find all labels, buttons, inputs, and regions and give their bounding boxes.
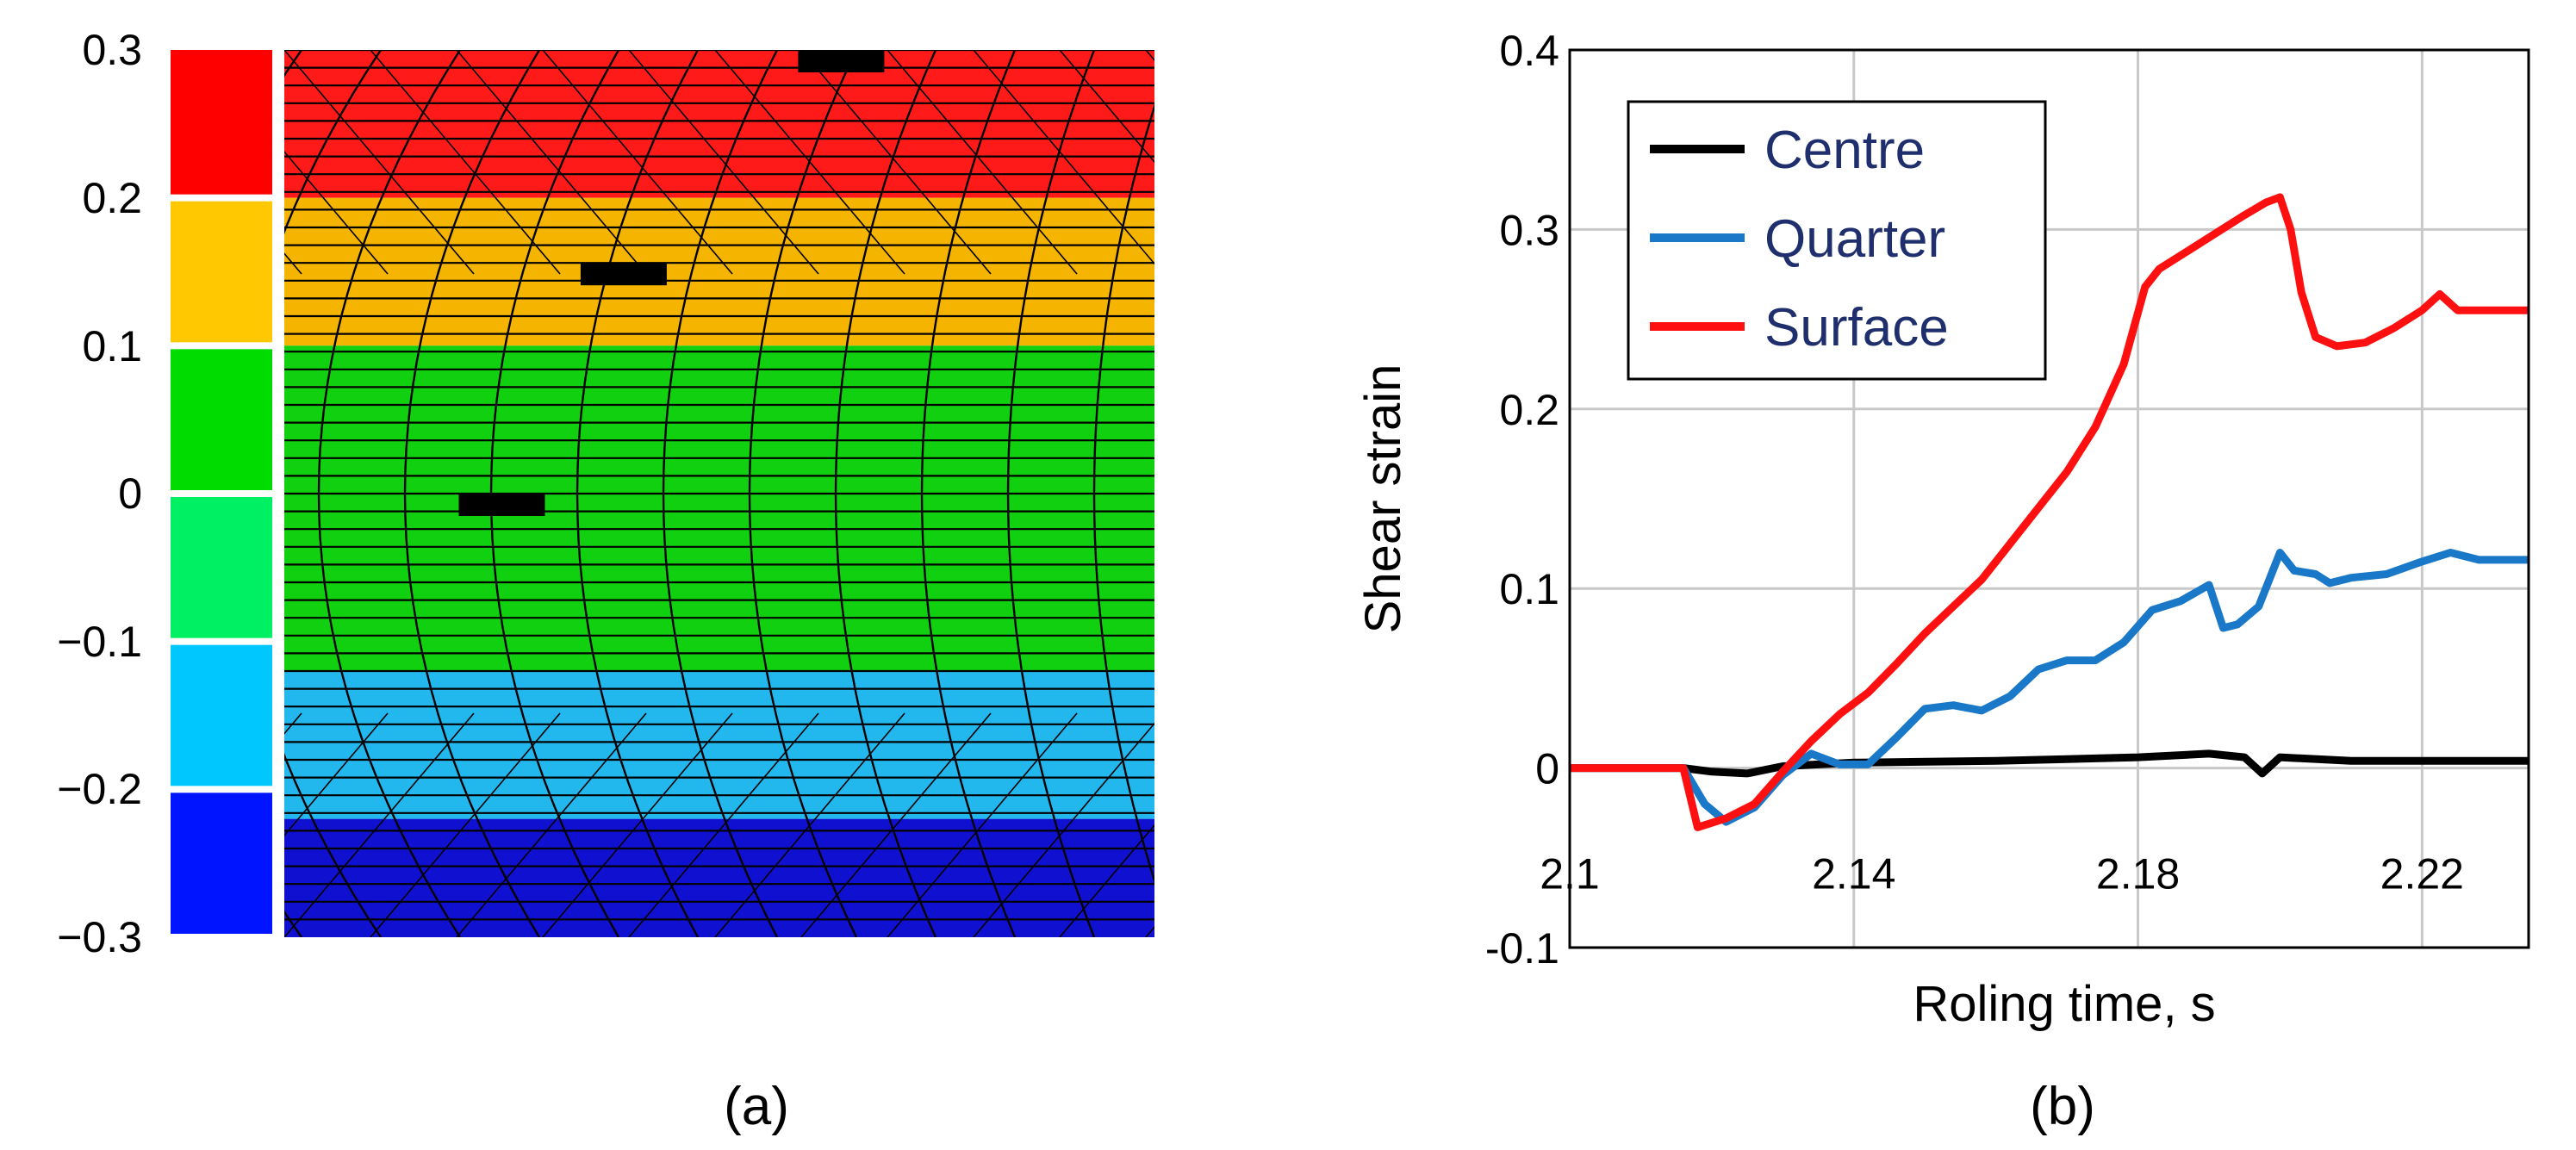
mesh-shear-line-bottom bbox=[370, 712, 561, 937]
mesh-band bbox=[284, 50, 1154, 198]
colorbar-block bbox=[171, 201, 272, 343]
mesh-arc-line bbox=[284, 50, 383, 937]
colorbar-tick: 0.2 bbox=[82, 174, 142, 222]
mesh-shear-line-top bbox=[800, 50, 992, 275]
x-tick-label: 2.22 bbox=[2380, 850, 2464, 898]
x-axis-label: Roling time, s bbox=[1913, 976, 2215, 1032]
colorbar-tick: −0.3 bbox=[57, 913, 142, 961]
mesh-shear-line-bottom bbox=[714, 712, 905, 937]
panel-a-label: (a) bbox=[724, 1077, 789, 1136]
mesh-shear-line-bottom bbox=[887, 712, 1078, 937]
mesh-band bbox=[284, 818, 1154, 937]
colorbar-block bbox=[171, 644, 272, 786]
mesh-arc-line bbox=[1006, 50, 1096, 937]
mesh-shear-line-bottom bbox=[1232, 713, 1422, 937]
y-tick-label: 0.1 bbox=[1499, 565, 1559, 613]
panel-a-mesh-strain-map: 0.3 0.2 0.1 0 −0.1 −0.2 −0.3 (a) bbox=[0, 26, 1594, 1136]
series-line-surface bbox=[1570, 193, 2529, 831]
mesh-band bbox=[284, 671, 1154, 819]
mesh-shear-line-top bbox=[1059, 50, 1154, 164]
y-tick-label: 0.4 bbox=[1499, 27, 1559, 75]
mesh-band bbox=[284, 197, 1154, 346]
colorbar-tick: −0.1 bbox=[57, 618, 142, 666]
mesh-arc-line bbox=[403, 50, 541, 937]
series-line-centre bbox=[1570, 749, 2529, 778]
panel-b-shear-strain-chart: 0.4 0.3 0.2 0.1 0 -0.1 2.1 2.14 2.18 2.22 Shear … bbox=[1355, 27, 2530, 1136]
mesh-shear-line-bottom bbox=[1059, 824, 1154, 937]
mesh-shear-line-top bbox=[973, 50, 1154, 265]
mesh-arc-line bbox=[748, 50, 858, 937]
mesh-shear-line-bottom bbox=[1145, 925, 1154, 937]
legend-label-surface: Surface bbox=[1764, 298, 1949, 357]
y-tick-label: 0.2 bbox=[1499, 386, 1559, 434]
mesh-shear-line-bottom bbox=[456, 712, 647, 937]
colorbar-tick: 0 bbox=[118, 469, 142, 518]
series-line-quarter bbox=[1570, 549, 2529, 826]
mesh-shear-line-top bbox=[542, 50, 733, 275]
tracked-element-marker bbox=[798, 50, 885, 72]
y-tick-label: 0.3 bbox=[1499, 206, 1559, 254]
colorbar-block bbox=[171, 793, 272, 934]
mesh-shear-line-bottom bbox=[1318, 713, 1508, 937]
mesh-shear-line-bottom bbox=[1404, 713, 1594, 937]
mesh-shear-line-bottom bbox=[0, 713, 43, 937]
series-lines bbox=[1570, 193, 2529, 831]
mesh-shear-line-top bbox=[456, 50, 647, 275]
tracked-element-marker bbox=[580, 263, 667, 286]
x-tick-label: 2.14 bbox=[1812, 850, 1895, 898]
mesh-shear-line-bottom bbox=[973, 722, 1154, 937]
mesh-shear-line-bottom bbox=[284, 712, 475, 937]
mesh-arc-line bbox=[1092, 103, 1154, 885]
mesh-shear-line-top bbox=[628, 50, 819, 275]
mesh-shear-line-bottom bbox=[284, 712, 389, 837]
legend: Centre Quarter Surface bbox=[1627, 100, 2047, 381]
mesh-shear-line-top bbox=[284, 50, 475, 275]
colorbar-tick: 0.3 bbox=[82, 26, 142, 74]
mesh-shear-line-top bbox=[370, 50, 561, 275]
x-tick-label: 2.18 bbox=[2096, 850, 2180, 898]
mesh-shear-line-top bbox=[1318, 50, 1508, 274]
plot-frame bbox=[1568, 48, 2530, 949]
mesh-shear-line-top bbox=[284, 150, 389, 275]
mesh-shear-line-bottom bbox=[542, 712, 733, 937]
colorbar-tick: −0.2 bbox=[57, 765, 142, 813]
mesh-arc-line bbox=[317, 50, 462, 937]
mesh-shear-line-top bbox=[714, 50, 905, 275]
mesh-arc-line bbox=[834, 50, 937, 937]
mesh-shear-line-top bbox=[887, 50, 1078, 275]
mesh-shear-line-bottom bbox=[800, 712, 992, 937]
y-axis-label: Shear strain bbox=[1355, 364, 1411, 634]
mesh-plot bbox=[0, 50, 1594, 937]
mesh-shear-line-top bbox=[1145, 50, 1154, 62]
mesh-arc-line bbox=[920, 50, 1017, 937]
mesh-shear-line-top bbox=[0, 50, 43, 274]
panel-b-label: (b) bbox=[2030, 1077, 2095, 1136]
colorbar-tick-labels: 0.3 0.2 0.1 0 −0.1 −0.2 −0.3 bbox=[57, 26, 142, 961]
y-tick-label: 0 bbox=[1535, 745, 1559, 793]
tracked-element-marker bbox=[458, 494, 545, 516]
colorbar-block bbox=[171, 349, 272, 490]
mesh-arc-line bbox=[576, 50, 700, 937]
x-tick-label: 2.1 bbox=[1540, 850, 1600, 898]
colorbar-block bbox=[171, 497, 272, 638]
y-tick-label: -0.1 bbox=[1485, 924, 1559, 973]
mesh-shear-line-top bbox=[0, 50, 129, 274]
mesh-shear-line-bottom bbox=[0, 713, 129, 937]
legend-label-quarter: Quarter bbox=[1764, 209, 1945, 269]
colorbar bbox=[171, 50, 272, 934]
mesh-arc-line bbox=[662, 50, 779, 937]
legend-label-centre: Centre bbox=[1764, 121, 1925, 180]
colorbar-tick: 0.1 bbox=[82, 322, 142, 370]
y-tick-labels: 0.4 0.3 0.2 0.1 0 -0.1 bbox=[1485, 27, 1559, 973]
mesh-band bbox=[284, 345, 1154, 671]
colorbar-block bbox=[171, 50, 272, 195]
mesh-shear-line-top bbox=[1232, 50, 1422, 274]
mesh-shear-line-bottom bbox=[628, 712, 819, 937]
x-tick-labels: 2.1 2.14 2.18 2.22 bbox=[1540, 850, 2464, 898]
